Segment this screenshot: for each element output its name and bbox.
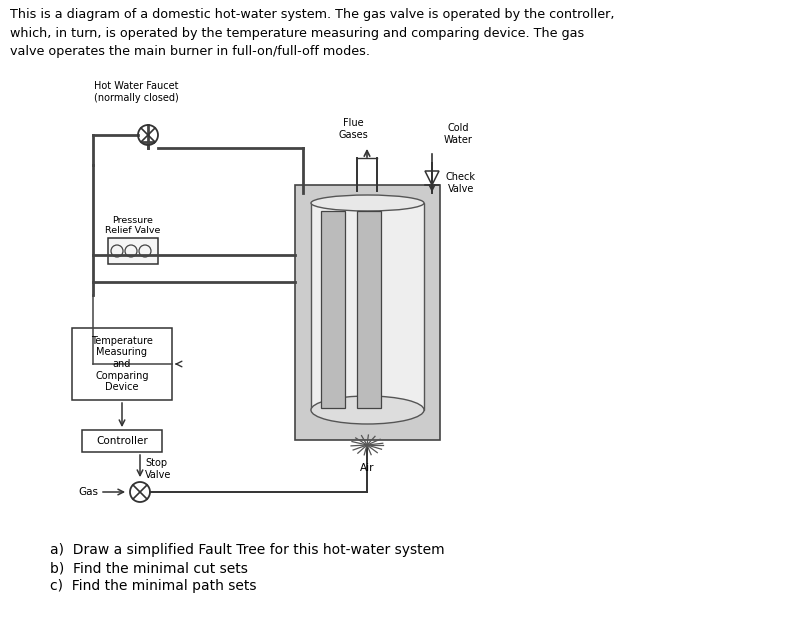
Text: Temperature
Measuring
and
Comparing
Device: Temperature Measuring and Comparing Devi… (91, 336, 152, 392)
Text: Controller: Controller (96, 436, 148, 446)
Text: Stop
Valve: Stop Valve (145, 458, 171, 480)
Text: Cold
Water: Cold Water (444, 123, 472, 145)
Text: Pressure
Relief Valve: Pressure Relief Valve (105, 216, 160, 235)
Polygon shape (321, 211, 345, 408)
Text: a)  Draw a simplified Fault Tree for this hot-water system: a) Draw a simplified Fault Tree for this… (50, 543, 444, 557)
Text: Air: Air (359, 463, 374, 473)
Text: Check
Valve: Check Valve (445, 173, 476, 194)
Text: Gas: Gas (78, 487, 98, 497)
Polygon shape (310, 203, 423, 410)
Bar (72, 328, 172, 400)
Polygon shape (357, 211, 380, 408)
Text: b)  Find the minimal cut sets: b) Find the minimal cut sets (50, 561, 248, 575)
Ellipse shape (310, 396, 423, 424)
Ellipse shape (310, 195, 423, 211)
Polygon shape (294, 185, 439, 440)
Text: Hot Water Faucet
(normally closed): Hot Water Faucet (normally closed) (94, 81, 178, 103)
Text: c)  Find the minimal path sets: c) Find the minimal path sets (50, 579, 256, 593)
Text: This is a diagram of a domestic hot-water system. The gas valve is operated by t: This is a diagram of a domestic hot-wate… (10, 8, 614, 58)
Text: Flue
Gases: Flue Gases (338, 118, 367, 140)
Bar (82, 430, 162, 452)
Bar (107, 238, 158, 264)
